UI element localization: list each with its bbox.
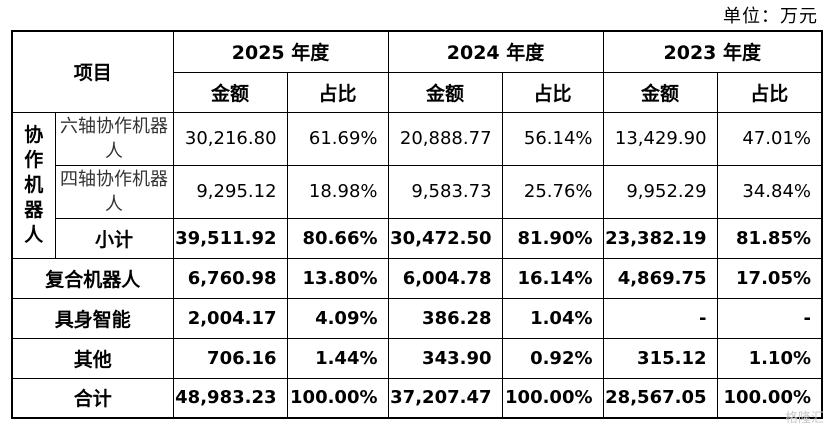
header-row-metrics: 金额 占比 金额 占比 金额 占比 bbox=[12, 71, 823, 113]
cell-amount: 6,004.78 bbox=[387, 257, 503, 299]
cell-share: 100.00% bbox=[286, 377, 389, 419]
cell-amount: 9,583.73 bbox=[387, 164, 503, 219]
cell-amount: 9,295.12 bbox=[172, 164, 288, 219]
cell-share: 4.09% bbox=[286, 297, 389, 339]
row-label: 小计 bbox=[54, 217, 174, 259]
cell-amount: 13,429.90 bbox=[602, 111, 718, 166]
cell-share: 1.10% bbox=[716, 337, 823, 379]
cell-amount: 706.16 bbox=[172, 337, 288, 379]
cell-amount: 6,760.98 bbox=[172, 257, 288, 299]
cell-amount: 20,888.77 bbox=[387, 111, 503, 166]
header-amount: 金额 bbox=[387, 71, 503, 113]
cell-share: 81.90% bbox=[501, 217, 604, 259]
header-year-2024: 2024 年度 bbox=[387, 30, 604, 73]
cell-share: 17.05% bbox=[716, 257, 823, 299]
table-row: 具身智能 2,004.17 4.09% 386.28 1.04% - - bbox=[11, 297, 823, 339]
table-row: 协 作 机 器 人 六轴协作机器人 30,216.80 61.69% 20,88… bbox=[11, 111, 823, 259]
cell-amount: 30,472.50 bbox=[387, 217, 503, 259]
row-label: 复合机器人 bbox=[11, 257, 174, 299]
header-year-2023: 2023 年度 bbox=[602, 30, 823, 73]
header-amount: 金额 bbox=[172, 71, 288, 113]
row-label: 六轴协作机器人 bbox=[54, 111, 174, 166]
header-share: 占比 bbox=[501, 71, 604, 113]
row-label: 其他 bbox=[11, 337, 174, 379]
cell-amount: 2,004.17 bbox=[172, 297, 288, 339]
cell-amount: 386.28 bbox=[387, 297, 503, 339]
cell-share: 56.14% bbox=[501, 111, 604, 166]
cell-amount: 39,511.92 bbox=[172, 217, 288, 259]
cell-share: 80.66% bbox=[286, 217, 389, 259]
cell-share: 0.92% bbox=[501, 337, 604, 379]
table-row: 四轴协作机器人 9,295.12 18.98% 9,583.73 25.76% … bbox=[12, 164, 823, 219]
header-share: 占比 bbox=[716, 71, 823, 113]
cell-amount: 4,869.75 bbox=[602, 257, 718, 299]
cell-share: 47.01% bbox=[716, 111, 823, 166]
row-label: 合计 bbox=[11, 377, 174, 419]
cell-amount: 9,952.29 bbox=[602, 164, 718, 219]
cell-share: 61.69% bbox=[286, 111, 389, 166]
table-row-subtotal: 小计 39,511.92 80.66% 30,472.50 81.90% 23,… bbox=[12, 217, 823, 259]
cell-amount: 23,382.19 bbox=[602, 217, 718, 259]
cell-share: 81.85% bbox=[716, 217, 823, 259]
cell-share: 18.98% bbox=[286, 164, 389, 219]
cell-share: 25.76% bbox=[501, 164, 604, 219]
cell-amount: 315.12 bbox=[602, 337, 718, 379]
unit-label: 单位：万元 bbox=[723, 6, 818, 27]
watermark: 格隆汇 bbox=[784, 411, 824, 426]
cell-share: 16.14% bbox=[501, 257, 604, 299]
cell-share: 34.84% bbox=[716, 164, 823, 219]
cell-share: 100.00% bbox=[716, 377, 823, 419]
header-row-years: 项目 2025 年度 2024 年度 2023 年度 bbox=[11, 30, 823, 113]
revenue-table: 项目 2025 年度 2024 年度 2023 年度 金额 占比 金额 占比 金… bbox=[11, 30, 824, 419]
cell-share: 1.04% bbox=[501, 297, 604, 339]
table-row-total: 合计 48,983.23 100.00% 37,207.47 100.00% 2… bbox=[11, 377, 823, 419]
group-label-cobot: 协 作 机 器 人 bbox=[11, 111, 56, 259]
cell-amount: 37,207.47 bbox=[387, 377, 503, 419]
row-label: 四轴协作机器人 bbox=[54, 164, 174, 219]
cell-share: 13.80% bbox=[286, 257, 389, 299]
header-item: 项目 bbox=[11, 30, 174, 113]
header-amount: 金额 bbox=[602, 71, 718, 113]
header-year-2025: 2025 年度 bbox=[172, 30, 389, 73]
header-share: 占比 bbox=[286, 71, 389, 113]
cell-amount: 48,983.23 bbox=[172, 377, 288, 419]
cell-share: 1.44% bbox=[286, 337, 389, 379]
table-row: 其他 706.16 1.44% 343.90 0.92% 315.12 1.10… bbox=[11, 337, 823, 379]
cell-share: 100.00% bbox=[501, 377, 604, 419]
cell-amount: - bbox=[602, 297, 718, 339]
cell-amount: 30,216.80 bbox=[172, 111, 288, 166]
cell-amount: 28,567.05 bbox=[602, 377, 718, 419]
table-row: 复合机器人 6,760.98 13.80% 6,004.78 16.14% 4,… bbox=[11, 257, 823, 299]
cell-share: - bbox=[716, 297, 823, 339]
cell-amount: 343.90 bbox=[387, 337, 503, 379]
row-label: 具身智能 bbox=[11, 297, 174, 339]
